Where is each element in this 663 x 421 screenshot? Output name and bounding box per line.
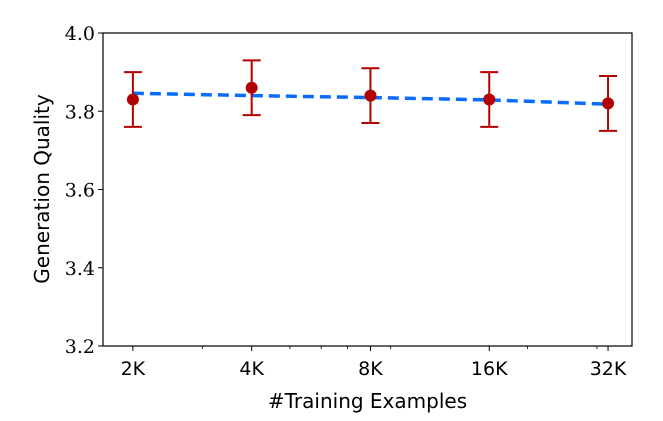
axes: 3.2 3.4 3.6 3.8 4.0 2K 4K 8K 16K 32K: [65, 23, 627, 380]
x-tick-label: 8K: [358, 358, 383, 380]
trend-line: [132, 91, 609, 106]
data-point: [602, 97, 615, 110]
x-tick-label: 32K: [590, 358, 627, 380]
y-axis-label: Generation Quality: [30, 94, 54, 284]
data-point: [483, 93, 496, 106]
data-point: [245, 81, 258, 94]
y-tick-label: 3.4: [65, 258, 95, 280]
y-tick-label: 3.6: [65, 180, 95, 202]
data-point: [126, 93, 139, 106]
x-tick-label: 2K: [121, 358, 146, 380]
y-tick-label: 3.2: [65, 336, 95, 358]
x-tick-label: 4K: [239, 358, 264, 380]
y-tick-label: 4.0: [65, 23, 95, 45]
x-axis-label: #Training Examples: [268, 389, 467, 413]
data-point: [364, 89, 377, 102]
plot-frame: [102, 32, 633, 347]
x-tick-label: 16K: [471, 358, 508, 380]
y-tick-label: 3.8: [65, 101, 95, 123]
plot-marks: [123, 59, 618, 132]
